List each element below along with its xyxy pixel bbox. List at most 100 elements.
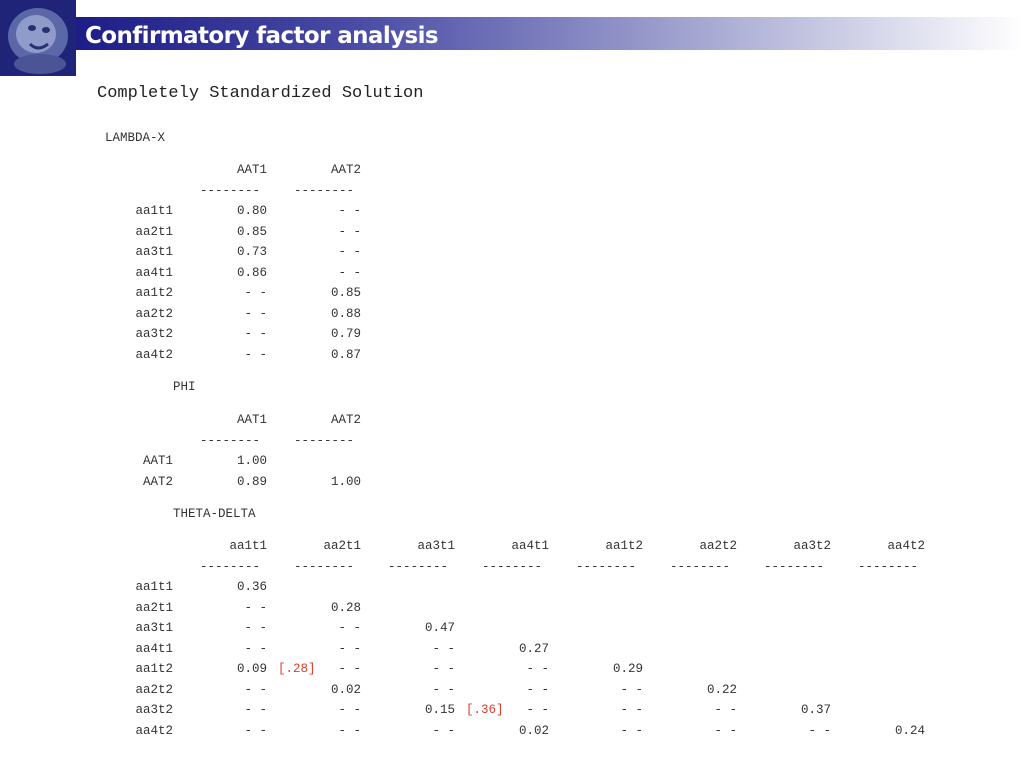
column-separator: -------- xyxy=(294,183,355,198)
matrix-value: - - xyxy=(338,641,361,656)
matrix-value: - - xyxy=(244,621,267,635)
matrix-value: 0.87 xyxy=(330,347,361,362)
matrix-value: 0.80 xyxy=(236,204,267,218)
row-label: aa3t2 xyxy=(135,703,173,717)
annotation-bracket: [.28] xyxy=(278,662,316,676)
matrix-value: - - xyxy=(714,703,737,717)
matrix-value: - - xyxy=(244,641,267,656)
matrix-value: - - xyxy=(620,723,643,738)
row-label: aa4t1 xyxy=(135,265,173,280)
matrix-value: 0.85 xyxy=(236,224,267,239)
column-header: aa1t2 xyxy=(605,539,643,553)
matrix-value: 0.37 xyxy=(800,703,831,717)
matrix-value: 1.00 xyxy=(330,474,361,489)
column-header: aa3t1 xyxy=(417,539,455,553)
matrix-value: - - xyxy=(432,723,455,738)
matrix-value: - - xyxy=(714,723,737,738)
row-label: aa1t1 xyxy=(135,580,173,594)
matrix-value: - - xyxy=(338,224,361,239)
matrix-value: - - xyxy=(432,682,455,697)
column-header: aa2t2 xyxy=(699,539,737,553)
column-header: aa2t1 xyxy=(323,539,361,553)
matrix-value: 0.15 xyxy=(424,703,455,717)
column-header: AAT2 xyxy=(330,413,361,427)
matrix-value: - - xyxy=(244,327,267,341)
column-header: aa4t2 xyxy=(887,539,925,553)
matrix-value: 0.85 xyxy=(330,286,361,300)
matrix-value: - - xyxy=(526,662,549,676)
matrix-value: - - xyxy=(338,204,361,218)
row-label: aa4t2 xyxy=(135,347,173,362)
matrix-value: - - xyxy=(526,682,549,697)
matrix-value: 0.86 xyxy=(236,265,267,280)
lambda-label: LAMBDA-X xyxy=(105,131,166,145)
column-separator: -------- xyxy=(200,559,261,574)
row-label: aa1t2 xyxy=(135,662,173,676)
column-header: AAT1 xyxy=(236,163,267,177)
matrix-value: 0.79 xyxy=(330,327,361,341)
matrix-value: 0.73 xyxy=(236,245,267,259)
row-label: aa3t1 xyxy=(135,621,173,635)
row-label: aa2t1 xyxy=(135,224,173,239)
column-separator: -------- xyxy=(482,559,543,574)
matrix-value: 0.89 xyxy=(236,474,267,489)
column-separator: -------- xyxy=(764,559,825,574)
column-header: aa4t1 xyxy=(511,539,549,553)
matrix-value: 0.02 xyxy=(518,723,549,738)
column-header: aa3t2 xyxy=(793,539,831,553)
column-separator: -------- xyxy=(858,559,919,574)
solution-heading: Completely Standardized Solution xyxy=(97,84,424,103)
matrix-value: - - xyxy=(808,723,831,738)
slide-title: Confirmatory factor analysis xyxy=(85,23,439,49)
row-label: AAT1 xyxy=(142,454,173,468)
column-header: AAT2 xyxy=(330,163,361,177)
matrix-value: - - xyxy=(338,621,361,635)
annotation-bracket: [.36] xyxy=(466,703,504,717)
column-separator: -------- xyxy=(294,559,355,574)
matrix-value: - - xyxy=(338,662,361,676)
matrix-value: 0.24 xyxy=(894,723,925,738)
row-label: aa2t2 xyxy=(135,682,173,697)
row-label: aa2t2 xyxy=(135,306,173,321)
matrix-value: - - xyxy=(338,245,361,259)
matrix-value: 0.09 xyxy=(236,662,267,676)
matrix-value: - - xyxy=(244,703,267,717)
matrix-value: 0.88 xyxy=(330,306,361,321)
matrix-value: 0.02 xyxy=(330,682,361,697)
matrix-value: - - xyxy=(244,600,267,615)
row-label: aa3t2 xyxy=(135,327,173,341)
title-bar: Confirmatory factor analysis xyxy=(76,17,1024,50)
matrix-value: 1.00 xyxy=(236,454,267,468)
column-separator: -------- xyxy=(294,433,355,448)
column-separator: -------- xyxy=(200,183,261,198)
row-label: aa2t1 xyxy=(135,600,173,615)
row-label: aa4t2 xyxy=(135,723,173,738)
matrix-value: - - xyxy=(244,286,267,300)
column-separator: -------- xyxy=(200,433,261,448)
row-label: aa1t2 xyxy=(135,286,173,300)
matrix-value: - - xyxy=(526,703,549,717)
column-header: aa1t1 xyxy=(229,539,267,553)
row-label: aa4t1 xyxy=(135,641,173,656)
column-header: AAT1 xyxy=(236,413,267,427)
matrix-value: 0.29 xyxy=(612,662,643,676)
matrix-value: - - xyxy=(244,723,267,738)
matrix-value: 0.22 xyxy=(706,682,737,697)
matrix-value: - - xyxy=(244,347,267,362)
matrix-value: 0.27 xyxy=(518,641,549,656)
row-label: AAT2 xyxy=(142,474,173,489)
column-separator: -------- xyxy=(576,559,637,574)
phi-label: PHI xyxy=(173,380,196,394)
theta-label: THETA-DELTA xyxy=(173,507,256,521)
matrix-value: - - xyxy=(432,641,455,656)
matrix-value: - - xyxy=(244,682,267,697)
column-separator: -------- xyxy=(670,559,731,574)
row-label: aa1t1 xyxy=(135,204,173,218)
matrix-value: - - xyxy=(338,703,361,717)
matrix-value: - - xyxy=(338,723,361,738)
matrix-value: - - xyxy=(620,703,643,717)
matrix-value: - - xyxy=(432,662,455,676)
university-logo xyxy=(0,0,76,76)
matrix-value: - - xyxy=(244,306,267,321)
matrix-value: - - xyxy=(620,682,643,697)
